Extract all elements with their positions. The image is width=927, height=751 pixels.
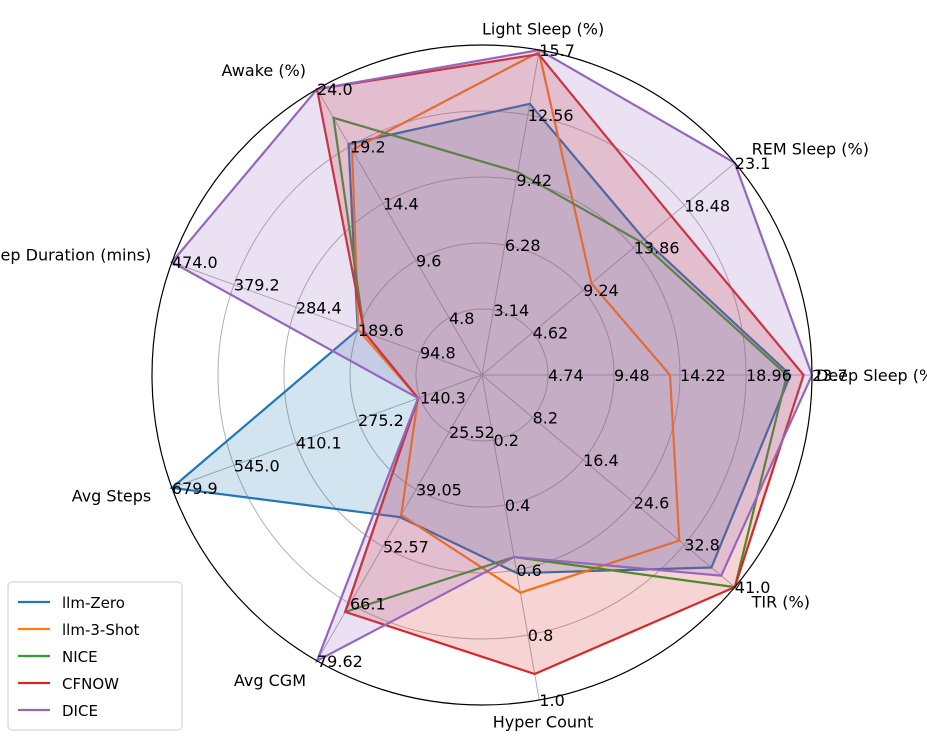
tick-label: 284.4 [296,298,342,317]
tick-label: 4.62 [533,324,569,343]
tick-label: 12.56 [528,106,574,125]
tick-label: 9.24 [583,281,619,300]
axis-label: Hyper Count [493,713,594,732]
tick-label: 9.42 [516,171,552,190]
tick-label: 9.48 [614,366,650,385]
tick-label: 0.4 [505,496,530,515]
tick-label: 0.6 [516,561,541,580]
grid-spoke [316,88,483,376]
tick-label: 474.0 [172,253,218,272]
axis-label: REM Sleep (%) [752,140,869,159]
axis-label: Light Sleep (%) [482,19,604,38]
tick-label: 23.1 [735,154,771,173]
tick-label: 6.28 [505,236,541,255]
radar-series-layer [151,44,814,706]
tick-label: 0.2 [494,431,519,450]
axis-label: Awake (%) [222,61,307,80]
tick-label: 3.14 [494,301,530,320]
axis-label: Avg CGM [234,671,306,690]
tick-label: 18.96 [746,366,792,385]
axis-label: Deep Sleep (%) [816,366,927,385]
tick-label: 19.2 [350,137,386,156]
legend-frame [7,581,183,731]
tick-label: 94.8 [420,343,456,362]
axis-label: Total Sleep Duration (mins) [0,246,151,265]
radar-tick-labels: 4.74 9.48 14.22 18.96 23.7 4.62 9.24 13.86 18.48… [172,41,848,710]
tick-label: 13.86 [634,239,680,258]
tick-label: 32.8 [684,536,720,555]
radar-frame [151,44,813,706]
tick-label: 23.7 [812,366,848,385]
tick-label: 189.6 [358,321,404,340]
tick-label: 52.57 [383,538,429,557]
axis-label: Avg Steps [72,486,151,505]
series-polygon-dice [170,48,814,664]
legend-label-dice: DICE [62,702,98,720]
tick-label: 140.3 [420,389,466,408]
radar-grid [171,49,812,701]
series-polygon-llm-3-shot [350,50,681,594]
legend-label-cfnow: CFNOW [62,675,119,693]
tick-label: 545.0 [234,456,280,475]
tick-label: 9.6 [416,252,441,271]
tick-label: 8.2 [533,408,558,427]
legend-label-llm-3-shot: llm-3-Shot [62,621,140,639]
grid-spoke [481,374,540,701]
series-polygon-cfnow [315,53,805,676]
tick-label: 79.62 [317,652,363,671]
grid-spoke [481,162,736,376]
tick-label: 275.2 [358,411,404,430]
grid-spoke [481,374,736,588]
tick-label: 39.05 [416,480,462,499]
tick-label: 14.4 [383,195,419,214]
tick-label: 0.8 [528,626,553,645]
tick-label: 18.48 [684,196,730,215]
tick-label: 4.8 [449,309,474,328]
tick-label: 1.0 [539,691,564,710]
tick-label: 679.9 [172,479,218,498]
tick-label: 14.22 [680,366,726,385]
legend-label-llm-zero: llm-Zero [62,594,125,612]
tick-label: 379.2 [234,276,280,295]
grid-spoke [171,261,483,376]
tick-label: 4.74 [548,366,584,385]
tick-label: 24.6 [634,493,670,512]
tick-label: 410.1 [296,434,342,453]
tick-label: 66.1 [350,595,386,614]
legend: llm-Zero llm-3-Shot NICE CFNOW DICE [7,581,183,731]
tick-label: 15.7 [539,41,575,60]
legend-label-nice: NICE [62,648,98,666]
radar-axis-labels: Deep Sleep (%) REM Sleep (%) Light Sleep (… [0,19,927,731]
tick-label: 24.0 [317,80,353,99]
tick-label: 41.0 [735,578,771,597]
tick-label: 25.52 [449,423,495,442]
grid-spoke [171,374,483,489]
tick-label: 16.4 [583,451,619,470]
axis-label: TIR (%) [751,592,810,611]
